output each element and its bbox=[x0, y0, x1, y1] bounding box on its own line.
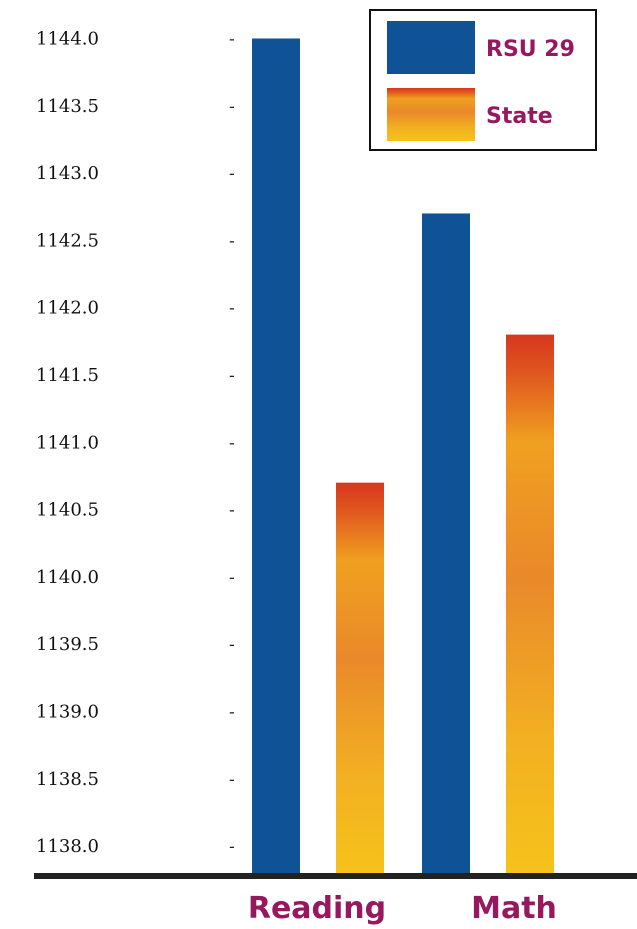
y-tick-label: 1143.0 bbox=[36, 163, 99, 184]
y-tick-mark: - bbox=[229, 837, 235, 856]
y-tick-label: 1140.5 bbox=[36, 500, 99, 521]
y-tick-mark: - bbox=[229, 433, 235, 452]
y-tick-label: 1144.0 bbox=[36, 28, 99, 49]
y-tick-mark: - bbox=[229, 29, 235, 48]
legend-label-state: State bbox=[486, 104, 553, 129]
y-tick-label: 1142.0 bbox=[36, 298, 99, 319]
bar-state-math bbox=[506, 334, 554, 874]
y-tick-mark: - bbox=[229, 635, 235, 654]
y-tick-label: 1142.5 bbox=[36, 230, 99, 251]
y-axis: 1138.0 - 1138.5 - 1139.0 - 1139.5 - 1140.0 - 1140.… bbox=[36, 28, 235, 857]
y-tick-label: 1141.0 bbox=[36, 432, 99, 453]
y-tick-label: 1141.5 bbox=[36, 365, 99, 386]
y-tick-mark: - bbox=[229, 97, 235, 116]
y-tick-label: 1143.5 bbox=[36, 96, 99, 117]
y-tick-label: 1140.0 bbox=[36, 567, 99, 588]
y-tick-label: 1138.0 bbox=[36, 836, 99, 857]
y-tick-mark: - bbox=[229, 366, 235, 385]
y-tick-mark: - bbox=[229, 770, 235, 789]
y-tick-mark: - bbox=[229, 501, 235, 520]
x-axis-labels: Reading Math bbox=[248, 891, 557, 926]
y-tick-mark: - bbox=[229, 568, 235, 587]
bar-rsu29-math bbox=[422, 213, 470, 873]
y-tick-label: 1139.5 bbox=[36, 634, 99, 655]
bars bbox=[252, 38, 554, 874]
bar-state-reading bbox=[336, 482, 384, 873]
y-tick-mark: - bbox=[229, 299, 235, 318]
legend: RSU 29 State bbox=[369, 9, 597, 151]
bar-rsu29-reading bbox=[252, 38, 300, 874]
category-label-math: Math bbox=[471, 891, 557, 926]
y-tick-mark: - bbox=[229, 164, 235, 183]
y-tick-mark: - bbox=[229, 231, 235, 250]
y-tick-label: 1139.0 bbox=[36, 701, 99, 722]
legend-label-rsu: RSU 29 bbox=[486, 37, 575, 62]
legend-swatch-state bbox=[387, 88, 475, 141]
y-tick-label: 1138.5 bbox=[36, 769, 99, 790]
legend-swatch-rsu bbox=[387, 21, 475, 74]
category-label-reading: Reading bbox=[248, 891, 386, 926]
y-tick-mark: - bbox=[229, 702, 235, 721]
